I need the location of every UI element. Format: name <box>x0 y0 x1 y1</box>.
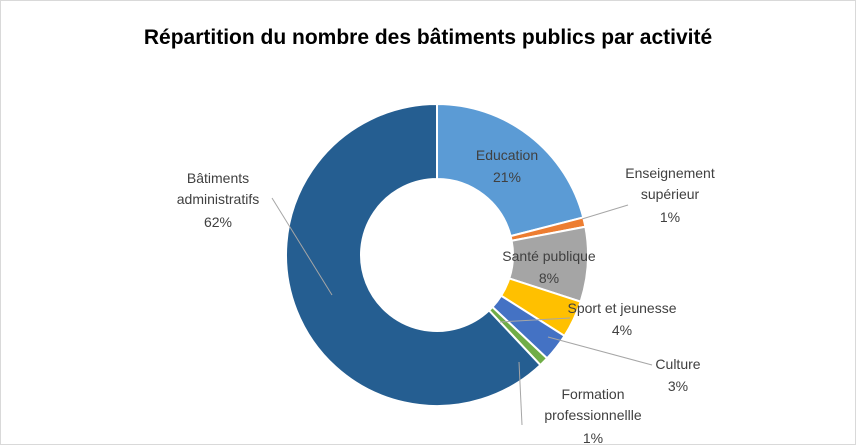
value-label: 4% <box>611 322 633 338</box>
leader-line <box>499 317 571 323</box>
value-label: 3% <box>667 378 689 394</box>
leader-line <box>581 204 629 220</box>
category-label: Culture <box>655 356 701 372</box>
value-label: 62% <box>203 214 233 230</box>
value-label: 21% <box>492 169 522 185</box>
leader-line <box>271 197 333 296</box>
category-label: Education <box>475 147 539 163</box>
category-label: Formation professionnellle <box>544 386 642 423</box>
value-label: 1% <box>659 209 681 225</box>
category-label: Santé publique <box>502 248 596 264</box>
category-label: Bâtiments administratifs <box>176 170 260 207</box>
donut-slice <box>436 102 585 238</box>
value-label: 1% <box>582 430 604 445</box>
category-label: Enseignement supérieur <box>625 165 715 202</box>
donut-slice <box>285 102 542 407</box>
leader-line <box>547 336 653 366</box>
value-label: 8% <box>538 270 560 286</box>
category-label: Sport et jeunesse <box>567 300 677 316</box>
chart-title: Répartition du nombre des bâtiments publ… <box>143 26 713 49</box>
leader-line <box>518 361 523 426</box>
